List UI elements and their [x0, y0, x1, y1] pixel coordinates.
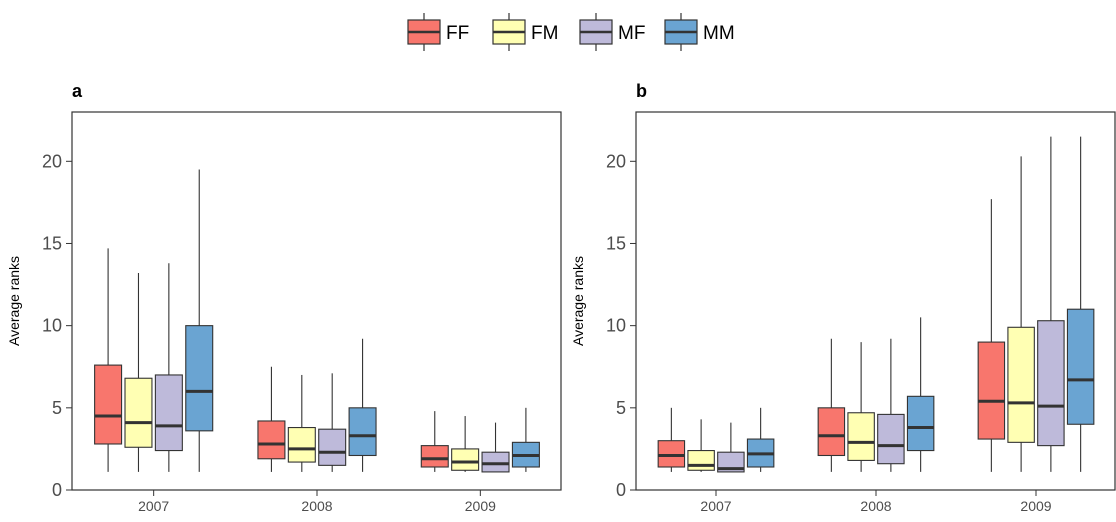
box [124, 377, 153, 448]
box-2009-mm [1066, 136, 1095, 472]
legend-label: FM [531, 23, 558, 44]
box [185, 325, 214, 432]
box [481, 451, 510, 473]
box-2008-ff [257, 366, 286, 472]
box-2007-mm [185, 169, 214, 472]
legend-item-mm: MM [664, 13, 735, 51]
box [420, 445, 449, 468]
legend-label: FF [446, 23, 469, 44]
box-2008-ff [817, 338, 846, 472]
box [717, 451, 745, 473]
x-tick-label: 2007 [138, 498, 169, 514]
box [817, 407, 846, 457]
panel-label: a [72, 81, 83, 101]
box [687, 450, 715, 471]
box-2007-mf [154, 263, 183, 472]
box-2007-fm [124, 273, 153, 472]
y-tick-label: 10 [606, 316, 626, 336]
legend-item-ff: FF [407, 13, 469, 51]
legend-label: MF [618, 23, 645, 44]
y-tick-label: 5 [52, 398, 62, 418]
box [287, 426, 316, 463]
box-2008-mf [877, 338, 905, 472]
box-2009-fm [451, 416, 480, 472]
y-tick-label: 20 [606, 151, 626, 171]
box-2008-mf [318, 373, 347, 472]
y-tick-label: 15 [606, 233, 626, 253]
x-tick-label: 2008 [301, 498, 332, 514]
box-2009-mf [481, 422, 510, 473]
box-2009-mm [511, 407, 540, 472]
legend: FF FM MF MM [407, 13, 735, 51]
box-2008-mm [348, 338, 377, 472]
legend-item-mf: MF [579, 13, 645, 51]
box [1007, 326, 1035, 443]
panel-border [71, 111, 562, 491]
y-axis-label: Average ranks [570, 256, 586, 346]
box-2009-ff [420, 411, 449, 472]
box-2007-fm [687, 419, 715, 472]
box-2007-ff [94, 248, 123, 472]
y-tick-label: 0 [616, 480, 626, 500]
box [451, 448, 480, 471]
box-2009-ff [977, 199, 1006, 472]
box-2008-fm [847, 342, 875, 472]
box [657, 440, 686, 468]
box [847, 412, 875, 461]
box [1066, 308, 1095, 425]
panel-label: b [636, 81, 647, 101]
y-tick-label: 10 [42, 316, 62, 336]
box [154, 374, 183, 452]
x-tick-label: 2008 [860, 498, 891, 514]
x-tick-label: 2007 [700, 498, 731, 514]
box-2007-mm [746, 407, 775, 472]
panel-a: a Average ranks 0 5 10 15 20 2007 2008 2009 [6, 81, 562, 514]
box-2008-fm [287, 374, 316, 472]
box-2009-fm [1007, 156, 1035, 472]
box [906, 395, 935, 452]
y-tick-label: 20 [42, 151, 62, 171]
y-tick-label: 5 [616, 398, 626, 418]
legend-label: MM [703, 23, 735, 44]
panel-b: b Average ranks 0 5 10 15 20 2007 2008 2009 [570, 81, 1116, 514]
y-tick-label: 15 [42, 233, 62, 253]
box [348, 407, 377, 457]
box [257, 420, 286, 460]
box [318, 428, 347, 466]
y-axis-label: Average ranks [6, 256, 22, 346]
panel-border [635, 111, 1116, 491]
x-tick-label: 2009 [465, 498, 496, 514]
legend-item-fm: FM [492, 13, 558, 51]
box [877, 413, 905, 465]
box-2008-mm [906, 317, 935, 472]
box [94, 364, 123, 445]
box [1037, 320, 1065, 447]
box-2007-ff [657, 407, 686, 472]
box [977, 341, 1006, 440]
x-tick-label: 2009 [1020, 498, 1051, 514]
box-2009-mf [1037, 136, 1065, 472]
box-2007-mf [717, 422, 745, 473]
y-tick-label: 0 [52, 480, 62, 500]
